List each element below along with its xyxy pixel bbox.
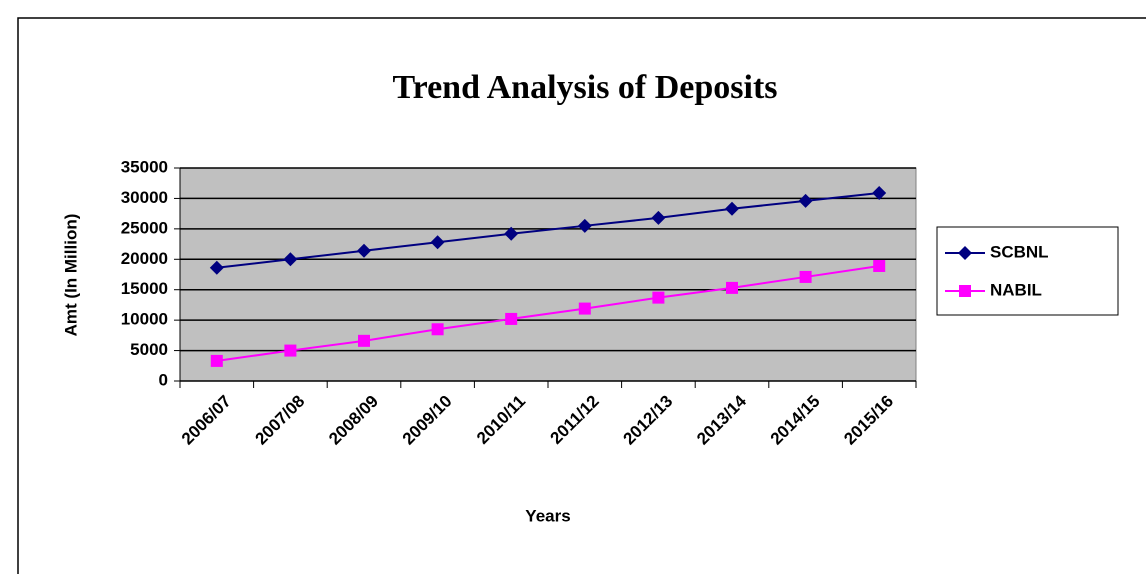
point <box>798 193 813 208</box>
point <box>209 260 224 275</box>
point <box>358 334 370 347</box>
y-tick-label: 35000 <box>121 157 168 176</box>
point <box>210 354 223 367</box>
point <box>726 281 738 294</box>
y-tick-label: 30000 <box>121 188 168 207</box>
legend-label: NABIL <box>990 280 1042 299</box>
y-axis-label: Amt (In Million) <box>61 214 80 337</box>
point <box>873 259 886 272</box>
y-tick-label: 10000 <box>121 310 168 329</box>
point <box>504 226 519 241</box>
legend-marker <box>958 246 972 260</box>
y-tick-label: 0 <box>159 370 168 389</box>
point <box>431 323 444 336</box>
point <box>725 201 739 216</box>
y-tick-label: 5000 <box>130 340 168 359</box>
point <box>357 243 371 258</box>
point <box>651 210 666 225</box>
point <box>283 252 298 267</box>
point <box>799 270 812 283</box>
point <box>652 291 665 304</box>
point <box>872 185 887 200</box>
point <box>578 302 591 315</box>
legend-label: SCBNL <box>990 242 1049 261</box>
y-tick-label: 15000 <box>121 279 168 298</box>
point <box>284 344 297 357</box>
point <box>430 235 445 250</box>
point <box>505 312 518 325</box>
y-tick-label: 20000 <box>121 249 168 268</box>
point <box>577 218 592 233</box>
x-axis-label: Years <box>525 506 570 525</box>
series-line <box>216 264 880 362</box>
series-line <box>216 191 880 269</box>
legend <box>936 226 1119 316</box>
plot-area <box>179 167 917 382</box>
legend-marker <box>959 285 971 297</box>
chart-title: Trend Analysis of Deposits <box>392 69 777 106</box>
y-tick-label: 25000 <box>121 218 168 237</box>
